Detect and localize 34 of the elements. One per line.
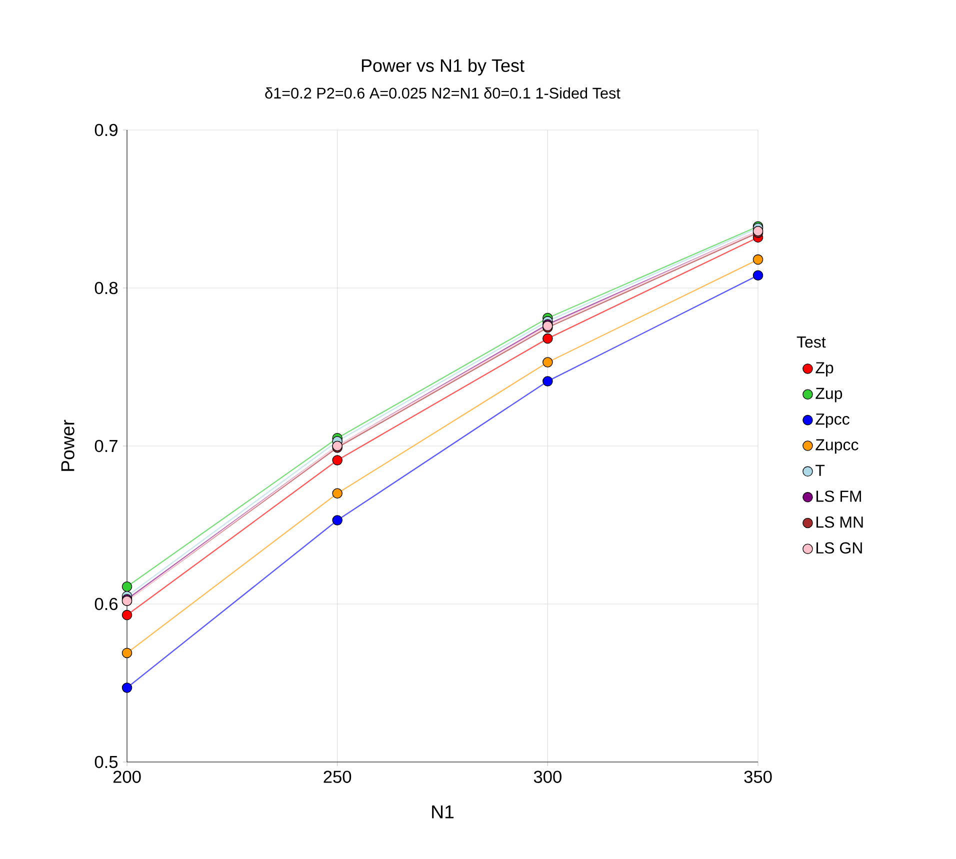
legend-label: Zpcc [816,414,850,428]
y-axis-title: Power [61,420,74,471]
point [122,581,132,592]
y-tick-label: 0.9 [94,124,118,136]
legend-label: Zupcc [816,439,858,454]
y-tick-label: 0.5 [94,756,118,768]
x-tick-label: 300 [534,770,562,783]
legend-label: Zup [816,388,842,402]
chart-title: Power vs N1 by Test [362,58,524,76]
y-tick-label: 0.7 [94,440,118,452]
x-axis-title: N1 [432,805,454,818]
chart-subtitle: δ1=0.2 P2=0.6 A=0.025 N2=N1 δ0=0.1 1-Sided Test [265,87,620,99]
legend-title: Test [796,336,826,348]
point [752,270,764,280]
legend-label: Zp [816,362,834,377]
point [542,333,553,344]
point [332,455,342,466]
point [122,648,132,658]
y-tick-label: 0.6 [94,598,118,610]
point [122,610,132,620]
legend-label: LS FM [816,490,861,502]
x-tick-label: 350 [744,770,772,783]
point [332,515,342,526]
legend-label: LS GN [816,542,862,554]
point [752,254,764,265]
y-tick-label: 0.8 [94,282,118,294]
point [332,488,342,499]
x-tick-label: 250 [324,770,352,783]
legend-label: T [816,464,825,476]
point [122,682,132,693]
x-tick-label: 200 [113,770,141,783]
legend-label: LS MN [816,516,863,528]
point [542,376,553,386]
point [542,357,553,368]
